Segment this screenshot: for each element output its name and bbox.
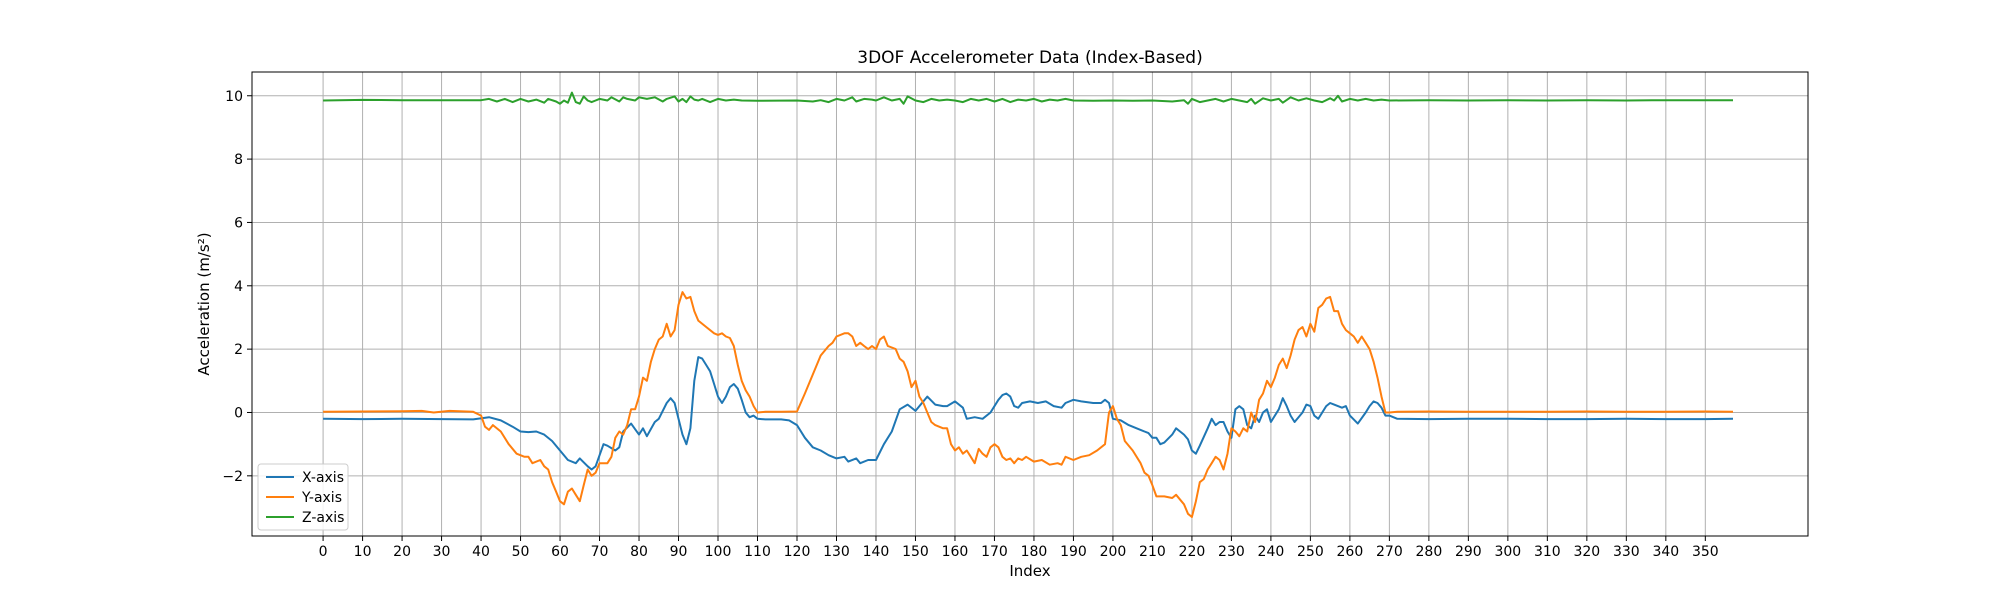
x-tick-label: 140 bbox=[863, 544, 890, 560]
legend-label: X-axis bbox=[302, 470, 344, 486]
x-tick-label: 10 bbox=[354, 544, 372, 560]
y-tick-label: 2 bbox=[234, 342, 243, 358]
x-axis-ticks: 0 10 20 30 40 50 60 70 80 90 100 110 120 130 140 150 160… bbox=[319, 536, 1719, 560]
series-lines bbox=[323, 91, 1734, 518]
x-axis-label: Index bbox=[1009, 562, 1050, 580]
x-tick-label: 110 bbox=[744, 544, 771, 560]
y-tick-label: 0 bbox=[234, 405, 243, 421]
x-tick-label: 170 bbox=[981, 544, 1008, 560]
plot-frame bbox=[251, 71, 1809, 537]
x-tick-label: 100 bbox=[705, 544, 732, 560]
y-tick-label: 6 bbox=[234, 215, 243, 231]
x-tick-label: 260 bbox=[1337, 544, 1364, 560]
x-tick-label: 250 bbox=[1297, 544, 1324, 560]
x-tick-label: 20 bbox=[393, 544, 411, 560]
x-tick-label: 130 bbox=[823, 544, 850, 560]
x-tick-label: 350 bbox=[1692, 544, 1719, 560]
x-tick-label: 160 bbox=[942, 544, 969, 560]
x-tick-label: 80 bbox=[630, 544, 648, 560]
x-tick-label: 330 bbox=[1613, 544, 1640, 560]
x-tick-label: 120 bbox=[784, 544, 811, 560]
x-tick-label: 280 bbox=[1416, 544, 1443, 560]
y-tick-label: 8 bbox=[234, 152, 243, 168]
x-tick-label: 220 bbox=[1179, 544, 1206, 560]
y-axis-ticks: −2 0 2 4 6 8 10 bbox=[222, 89, 252, 485]
series-line-y-axis bbox=[323, 291, 1734, 518]
x-tick-label: 0 bbox=[319, 544, 328, 560]
x-tick-label: 240 bbox=[1258, 544, 1285, 560]
legend-label: Z-axis bbox=[302, 510, 344, 526]
x-tick-label: 200 bbox=[1100, 544, 1127, 560]
x-tick-label: 60 bbox=[551, 544, 569, 560]
x-tick-label: 40 bbox=[472, 544, 490, 560]
series-line-z-axis bbox=[323, 91, 1733, 105]
x-tick-label: 230 bbox=[1218, 544, 1245, 560]
x-tick-label: 340 bbox=[1652, 544, 1679, 560]
legend: X-axis Y-axis Z-axis bbox=[257, 463, 349, 531]
y-tick-label: −2 bbox=[222, 469, 243, 485]
x-tick-label: 190 bbox=[1060, 544, 1087, 560]
chart-title: 3DOF Accelerometer Data (Index-Based) bbox=[857, 48, 1202, 68]
x-tick-label: 150 bbox=[902, 544, 929, 560]
x-tick-label: 210 bbox=[1139, 544, 1166, 560]
y-tick-label: 10 bbox=[225, 89, 243, 105]
x-tick-label: 310 bbox=[1534, 544, 1561, 560]
y-axis-label: Acceleration (m/s²) bbox=[195, 232, 213, 375]
x-tick-label: 290 bbox=[1455, 544, 1482, 560]
legend-box bbox=[257, 463, 349, 531]
x-tick-label: 70 bbox=[591, 544, 609, 560]
legend-label: Y-axis bbox=[301, 490, 342, 506]
series-line-x-axis bbox=[323, 356, 1734, 471]
x-tick-label: 30 bbox=[433, 544, 451, 560]
x-tick-label: 180 bbox=[1021, 544, 1048, 560]
x-tick-label: 320 bbox=[1573, 544, 1600, 560]
y-tick-label: 4 bbox=[234, 279, 243, 295]
x-tick-label: 50 bbox=[512, 544, 530, 560]
x-tick-label: 300 bbox=[1494, 544, 1521, 560]
x-tick-label: 270 bbox=[1376, 544, 1403, 560]
x-tick-label: 90 bbox=[670, 544, 688, 560]
